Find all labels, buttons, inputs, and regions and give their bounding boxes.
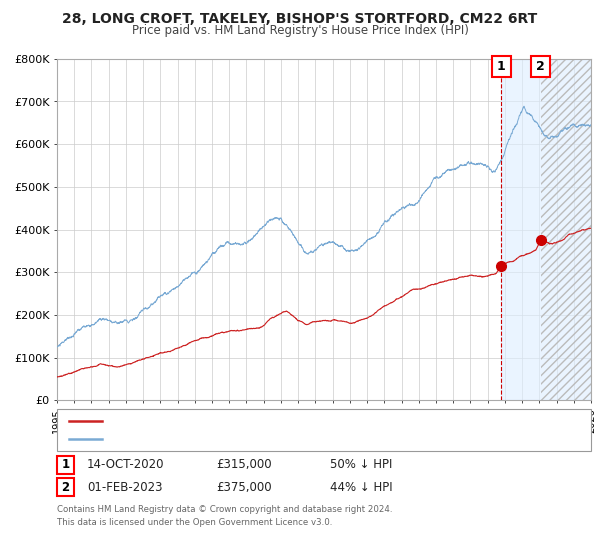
Text: 1: 1 bbox=[497, 60, 506, 73]
Text: 28, LONG CROFT, TAKELEY, BISHOP'S STORTFORD, CM22 6RT (detached house): 28, LONG CROFT, TAKELEY, BISHOP'S STORTF… bbox=[108, 416, 497, 426]
Text: 50% ↓ HPI: 50% ↓ HPI bbox=[330, 458, 392, 472]
Text: HPI: Average price, detached house, Uttlesford: HPI: Average price, detached house, Uttl… bbox=[108, 434, 337, 444]
Bar bbox=[501, 59, 591, 400]
Text: £375,000: £375,000 bbox=[216, 480, 272, 494]
Text: 44% ↓ HPI: 44% ↓ HPI bbox=[330, 480, 392, 494]
Text: 28, LONG CROFT, TAKELEY, BISHOP'S STORTFORD, CM22 6RT: 28, LONG CROFT, TAKELEY, BISHOP'S STORTF… bbox=[62, 12, 538, 26]
Text: Contains HM Land Registry data © Crown copyright and database right 2024.: Contains HM Land Registry data © Crown c… bbox=[57, 505, 392, 514]
Text: 2: 2 bbox=[536, 60, 545, 73]
Text: 1: 1 bbox=[61, 458, 70, 472]
Text: This data is licensed under the Open Government Licence v3.0.: This data is licensed under the Open Gov… bbox=[57, 518, 332, 527]
Text: £315,000: £315,000 bbox=[216, 458, 272, 472]
Text: 01-FEB-2023: 01-FEB-2023 bbox=[87, 480, 163, 494]
Text: Price paid vs. HM Land Registry's House Price Index (HPI): Price paid vs. HM Land Registry's House … bbox=[131, 24, 469, 36]
Bar bbox=[541, 59, 591, 400]
Text: 2: 2 bbox=[61, 480, 70, 494]
Text: 14-OCT-2020: 14-OCT-2020 bbox=[87, 458, 164, 472]
